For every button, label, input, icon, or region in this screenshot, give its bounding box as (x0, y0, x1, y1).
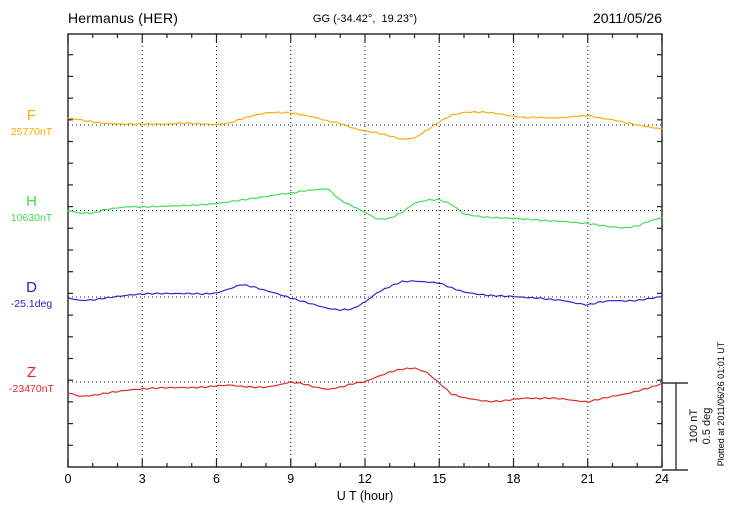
plot-frame (67, 33, 663, 468)
plotted-timestamp-note: Plotted at 2011/06/26 01:01 UT (716, 341, 726, 467)
x-tick-label-24: 24 (655, 472, 669, 486)
x-tick-label-0: 0 (64, 472, 72, 486)
trace-label-F: F 25770nT (0, 108, 63, 140)
x-tick-label-18: 18 (506, 472, 521, 486)
trace-letter-Z: Z (26, 364, 37, 381)
gridlines (68, 34, 662, 467)
station-title: Hermanus (HER) (68, 10, 179, 26)
trace-basevalue-D: -25.1deg (10, 298, 53, 310)
x-tick-label-12: 12 (358, 472, 372, 486)
trace-basevalue-H: 10630nT (10, 211, 53, 224)
trace-letter-F: F (26, 107, 37, 124)
trace-label-Z: Z -23470nT (0, 365, 63, 397)
trace-label-H: H 10630nT (0, 194, 63, 226)
plot-date: 2011/05/26 (592, 10, 662, 26)
trace-basevalue-F: 25770nT (10, 126, 53, 138)
x-tick-label-6: 6 (213, 472, 220, 486)
trace-basevalue-Z: -23470nT (9, 383, 54, 395)
x-tick-label-21: 21 (580, 472, 595, 486)
scale-bar-label: 100 nT 0.5 deg (688, 381, 716, 471)
trace-Z-line (67, 367, 663, 403)
geographic-coords: GG (-34.42°, 19.23°) (312, 13, 418, 25)
trace-letter-H: H (26, 192, 37, 210)
trace-H-line (67, 188, 663, 229)
trace-F-line (67, 110, 663, 140)
axis-ticks (67, 34, 663, 467)
scale-bar (662, 382, 688, 471)
x-tick-label-9: 9 (287, 472, 295, 486)
trace-letter-D: D (26, 279, 37, 296)
scale-bar-label-nt: 100 nT (688, 408, 700, 444)
scale-bar-label-deg: 0.5 deg (701, 407, 713, 445)
x-axis-title: U T (hour) (336, 489, 394, 503)
x-tick-label-15: 15 (432, 472, 447, 486)
x-tick-label-3: 3 (138, 472, 146, 486)
trace-label-D: D -25.1deg (0, 280, 63, 312)
trace-D-line (67, 280, 663, 312)
